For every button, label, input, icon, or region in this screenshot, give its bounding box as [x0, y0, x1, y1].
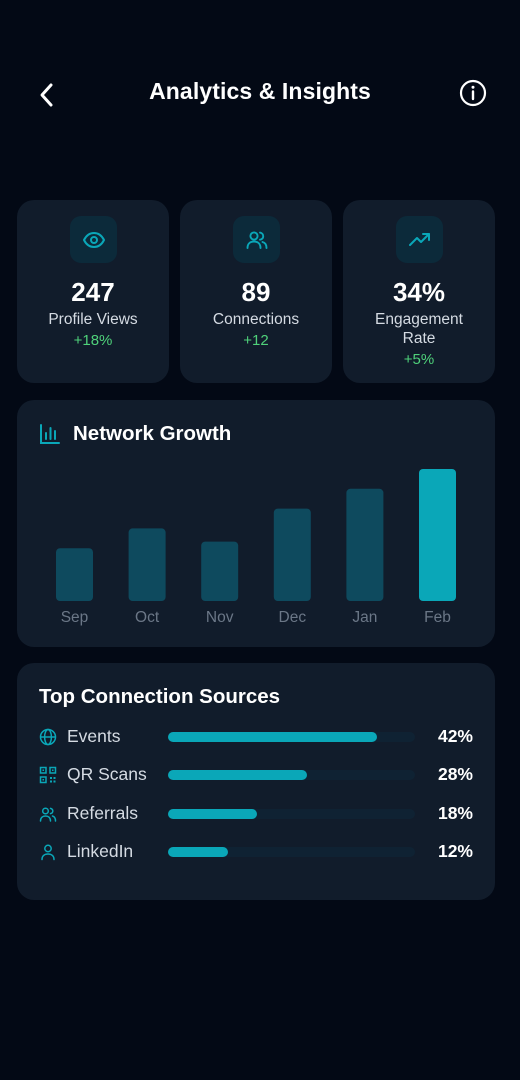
bar-jan: [346, 488, 384, 601]
source-progress-track: [168, 809, 415, 819]
user-icon: [41, 844, 55, 861]
stat-label: Connections: [212, 311, 300, 328]
stat-card-engagement-rate: 34% Engagement Rate +5%: [343, 200, 495, 383]
x-tick-label: Jan: [352, 609, 377, 626]
bar-oct: [128, 528, 166, 601]
top-connection-sources-card: Top Connection Sources Events 42% QR Sca…: [17, 663, 495, 900]
x-tick-label: Oct: [135, 609, 160, 626]
source-progress-fill: [168, 809, 258, 819]
x-tick-label: Feb: [424, 609, 451, 626]
network-growth-chart: Sep Oct Nov Dec Jan Feb: [56, 469, 456, 626]
trending-up-icon: [408, 232, 430, 246]
stat-icon-box: [396, 216, 443, 263]
source-progress-track: [168, 770, 415, 780]
network-growth-card: Network Growth Sep Oct Nov Dec Jan Feb: [17, 400, 495, 647]
stat-label: Engagement Rate: [375, 311, 463, 347]
stat-icon-box: [233, 216, 280, 263]
x-tick-label: Dec: [279, 609, 307, 626]
globe-icon: [39, 728, 57, 746]
stat-delta: +12: [243, 332, 269, 349]
page-title: Analytics & Insights: [149, 78, 371, 104]
bar-sep: [56, 548, 93, 601]
source-row-qr-scans: QR Scans 28%: [17, 763, 495, 787]
stat-card-profile-views: 247 Profile Views +18%: [17, 200, 169, 383]
network-growth-title: Network Growth: [73, 422, 232, 445]
source-label: Events: [67, 726, 121, 746]
source-progress-fill: [168, 732, 377, 742]
info-icon: [459, 79, 487, 107]
source-label: LinkedIn: [67, 841, 134, 861]
x-tick-label: Nov: [206, 609, 234, 626]
source-row-linkedin: LinkedIn 12%: [17, 840, 495, 864]
users-icon: [39, 807, 57, 822]
bar-feb: [419, 469, 456, 601]
top-bar: Analytics & Insights: [0, 66, 520, 122]
source-progress-track: [168, 732, 415, 742]
eye-icon: [82, 231, 105, 248]
bar-nov: [201, 541, 239, 601]
chevron-left-icon: [40, 83, 53, 107]
stat-value: 89: [241, 277, 271, 307]
source-progress-fill: [168, 770, 308, 780]
source-label: QR Scans: [67, 764, 147, 784]
stat-delta: +5%: [403, 351, 435, 368]
bar-dec: [273, 508, 311, 601]
stat-icon-box: [70, 216, 117, 263]
bar-chart-icon: [40, 424, 60, 444]
stat-label: Profile Views: [48, 311, 138, 328]
users-icon: [246, 230, 267, 249]
source-progress-track: [168, 847, 415, 857]
info-button[interactable]: [456, 76, 490, 110]
stat-value: 34%: [392, 277, 446, 307]
source-label: Referrals: [67, 803, 138, 823]
source-percent: 18%: [437, 803, 473, 823]
source-percent: 42%: [437, 726, 473, 746]
source-row-referrals: Referrals 18%: [17, 802, 495, 826]
stat-card-connections: 89 Connections +12: [180, 200, 332, 383]
sources-title: Top Connection Sources: [39, 685, 281, 708]
x-tick-label: Sep: [61, 609, 89, 626]
source-percent: 12%: [437, 841, 473, 861]
stat-value: 247: [71, 277, 115, 307]
source-percent: 28%: [437, 764, 473, 784]
source-row-events: Events 42%: [17, 725, 495, 749]
back-button[interactable]: [30, 78, 64, 112]
source-progress-fill: [168, 847, 228, 857]
stat-delta: +18%: [73, 332, 113, 349]
qr-code-icon: [39, 766, 57, 784]
